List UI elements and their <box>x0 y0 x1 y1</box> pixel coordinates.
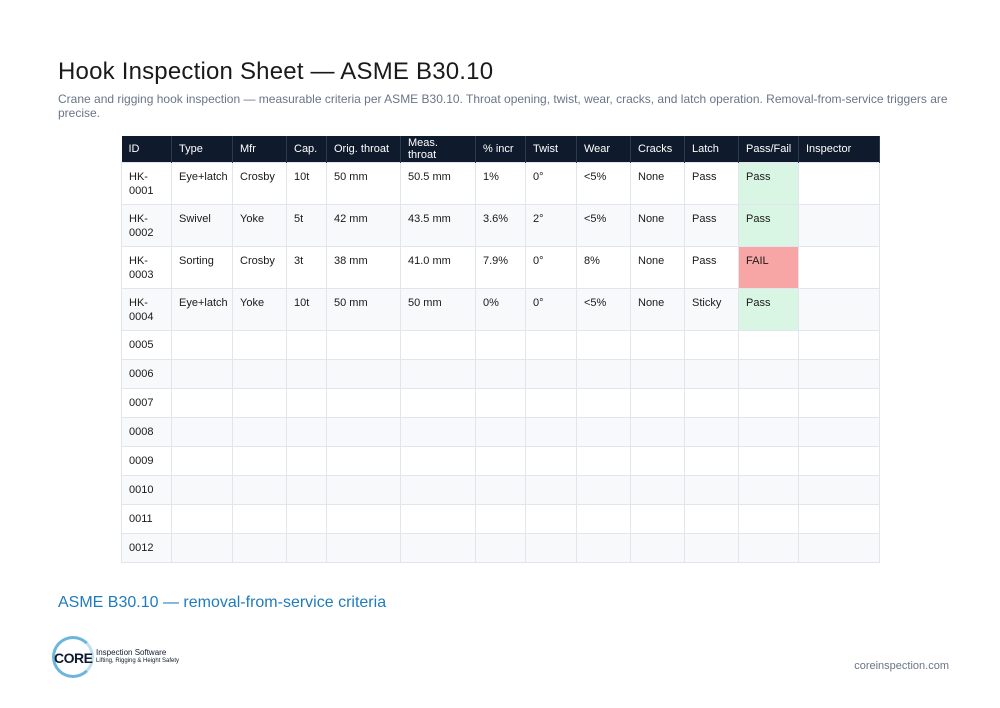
cell-cracks: None <box>630 288 685 331</box>
cell-pass-fail: Pass <box>738 162 799 205</box>
cell-id: HK-0004 <box>121 288 172 331</box>
col-header-pass-fail: Pass/Fail <box>738 136 799 163</box>
logo-subtagline: Lifting, Rigging & Height Safety <box>96 658 180 664</box>
cell-latch: Sticky <box>684 288 739 331</box>
col-header-twist: Twist <box>525 136 577 163</box>
table-row: HK-0004 Eye+latch Yoke 10t 50 mm 50 mm 0… <box>121 288 880 331</box>
table-row: HK-0002 Swivel Yoke 5t 42 mm 43.5 mm 3.6… <box>121 204 880 247</box>
col-header-capacity: Cap. <box>286 136 327 163</box>
cell-type: Eye+latch <box>171 288 233 331</box>
blank-row: 0007 <box>121 388 880 418</box>
cell-inspector[interactable] <box>798 246 880 289</box>
col-header-orig-throat: Orig. throat <box>326 136 401 163</box>
page-subtitle: Crane and rigging hook inspection — meas… <box>58 92 948 120</box>
cell-pct-incr: 3.6% <box>475 204 526 247</box>
table-header-row: ID Type Mfr Cap. Orig. throat Meas. thro… <box>121 136 880 163</box>
cell-id: 0005 <box>121 330 172 360</box>
cell-twist: 0° <box>525 246 577 289</box>
col-header-latch: Latch <box>684 136 739 163</box>
cell-inspector[interactable] <box>798 204 880 247</box>
cell-pass-fail: FAIL <box>738 246 799 289</box>
cell-orig-throat: 50 mm <box>326 162 401 205</box>
blank-row: 0009 <box>121 446 880 476</box>
col-header-wear: Wear <box>576 136 631 163</box>
cell-id: 0009 <box>121 446 172 476</box>
table-row: HK-0001 Eye+latch Crosby 10t 50 mm 50.5 … <box>121 162 880 205</box>
cell-capacity: 3t <box>286 246 327 289</box>
cell-pct-incr: 1% <box>475 162 526 205</box>
cell-orig-throat: 38 mm <box>326 246 401 289</box>
cell-wear: <5% <box>576 162 631 205</box>
blank-row: 0011 <box>121 504 880 534</box>
page-title: Hook Inspection Sheet — ASME B30.10 <box>58 58 494 85</box>
logo-wordmark: CORE <box>54 650 93 666</box>
cell-id: HK-0001 <box>121 162 172 205</box>
cell-meas-throat: 41.0 mm <box>400 246 476 289</box>
cell-meas-throat: 43.5 mm <box>400 204 476 247</box>
cell-id: HK-0003 <box>121 246 172 289</box>
inspection-table: ID Type Mfr Cap. Orig. throat Meas. thro… <box>121 136 880 563</box>
cell-type: Sorting <box>171 246 233 289</box>
cell-id: 0012 <box>121 533 172 563</box>
cell-cracks: None <box>630 204 685 247</box>
cell-mfr: Yoke <box>232 288 287 331</box>
cell-meas-throat: 50 mm <box>400 288 476 331</box>
footer-url[interactable]: coreinspection.com <box>854 660 949 672</box>
cell-type: Swivel <box>171 204 233 247</box>
cell-pass-fail: Pass <box>738 204 799 247</box>
cell-cracks: None <box>630 162 685 205</box>
cell-capacity: 10t <box>286 162 327 205</box>
cell-wear: 8% <box>576 246 631 289</box>
cell-inspector[interactable] <box>798 288 880 331</box>
cell-id: 0007 <box>121 388 172 418</box>
col-header-mfr: Mfr <box>232 136 287 163</box>
cell-cracks: None <box>630 246 685 289</box>
cell-twist: 0° <box>525 288 577 331</box>
cell-latch: Pass <box>684 162 739 205</box>
cell-id: 0008 <box>121 417 172 447</box>
cell-inspector[interactable] <box>798 162 880 205</box>
blank-row: 0006 <box>121 359 880 389</box>
col-header-meas-throat: Meas. throat <box>400 136 476 163</box>
blank-row: 0008 <box>121 417 880 447</box>
cell-wear: <5% <box>576 204 631 247</box>
cell-id: 0010 <box>121 475 172 505</box>
logo-ring-icon <box>52 636 94 678</box>
cell-id: HK-0002 <box>121 204 172 247</box>
col-header-cracks: Cracks <box>630 136 685 163</box>
cell-mfr: Crosby <box>232 162 287 205</box>
blank-row: 0010 <box>121 475 880 505</box>
col-header-pct-incr: % incr <box>475 136 526 163</box>
section-title: ASME B30.10 — removal-from-service crite… <box>58 594 387 611</box>
table-row: HK-0003 Sorting Crosby 3t 38 mm 41.0 mm … <box>121 246 880 289</box>
cell-pct-incr: 0% <box>475 288 526 331</box>
blank-row: 0005 <box>121 330 880 360</box>
col-header-type: Type <box>171 136 233 163</box>
cell-capacity: 10t <box>286 288 327 331</box>
cell-twist: 2° <box>525 204 577 247</box>
cell-meas-throat: 50.5 mm <box>400 162 476 205</box>
cell-orig-throat: 42 mm <box>326 204 401 247</box>
cell-latch: Pass <box>684 204 739 247</box>
logo-tagline: Inspection Software <box>96 648 167 657</box>
col-header-inspector: Inspector <box>798 136 880 163</box>
core-logo: CORE Inspection Software Lifting, Riggin… <box>52 636 182 682</box>
cell-id: 0011 <box>121 504 172 534</box>
cell-pass-fail: Pass <box>738 288 799 331</box>
blank-row: 0012 <box>121 533 880 563</box>
cell-wear: <5% <box>576 288 631 331</box>
cell-twist: 0° <box>525 162 577 205</box>
cell-id: 0006 <box>121 359 172 389</box>
cell-mfr: Yoke <box>232 204 287 247</box>
cell-pct-incr: 7.9% <box>475 246 526 289</box>
cell-capacity: 5t <box>286 204 327 247</box>
cell-orig-throat: 50 mm <box>326 288 401 331</box>
cell-latch: Pass <box>684 246 739 289</box>
cell-mfr: Crosby <box>232 246 287 289</box>
cell-type: Eye+latch <box>171 162 233 205</box>
col-header-id: ID <box>121 136 172 163</box>
